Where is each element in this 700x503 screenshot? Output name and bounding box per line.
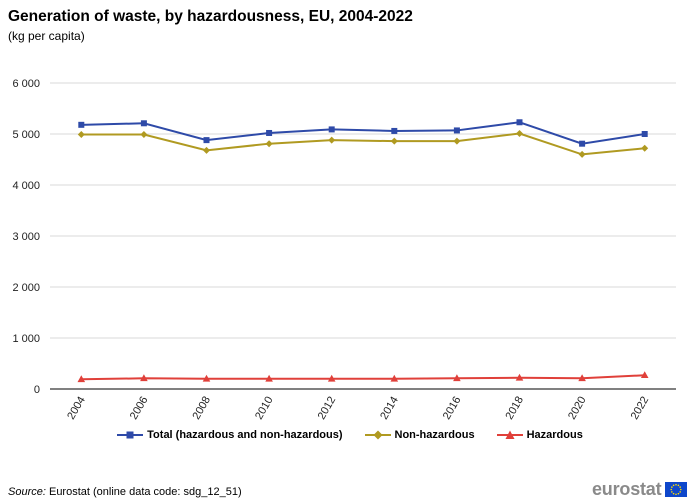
- series-line: [81, 132, 645, 156]
- y-tick-label: 4 000: [12, 180, 40, 192]
- x-tick-label: 2016: [441, 395, 464, 422]
- legend-item-non-hazardous[interactable]: Non-hazardous: [364, 429, 475, 441]
- x-tick-label: 2004: [65, 395, 88, 422]
- x-tick-label: 2012: [316, 395, 339, 422]
- data-point[interactable]: [453, 137, 461, 145]
- eu-star: [673, 484, 675, 487]
- data-point[interactable]: [265, 374, 273, 382]
- data-point[interactable]: [579, 140, 586, 147]
- x-tick-label: 2022: [629, 395, 652, 422]
- x-tick-label: 2006: [128, 395, 151, 422]
- data-point[interactable]: [265, 140, 273, 148]
- legend-label-non-hazardous: Non-hazardous: [394, 429, 475, 441]
- source-text: Eurostat (online data code: sdg_12_51): [45, 486, 242, 498]
- eu-star: [678, 484, 680, 487]
- data-point[interactable]: [140, 374, 148, 382]
- data-point[interactable]: [641, 131, 648, 137]
- line-chart: 0 1 000 2 000 3 000 4 000 5 000 6 000 2004 2006…: [12, 78, 676, 422]
- x-tick-label: 2008: [190, 395, 213, 422]
- data-point[interactable]: [328, 126, 335, 133]
- series-line: [81, 374, 645, 381]
- data-point[interactable]: [78, 121, 85, 128]
- source-label: Source:: [8, 486, 46, 498]
- x-axis: 2004 2006 2008 2010 2012 2014 2016 2018 2020 2022: [65, 395, 651, 422]
- legend-swatch-hazardous: [496, 430, 523, 439]
- y-tick-label: 0: [34, 384, 40, 396]
- eu-star: [679, 491, 682, 493]
- series-hazardous: [77, 371, 649, 383]
- y-axis: 0 1 000 2 000 3 000 4 000 5 000 6 000: [12, 78, 40, 396]
- data-point[interactable]: [515, 373, 524, 381]
- x-tick-label: 2010: [253, 395, 276, 422]
- legend-swatch-non-hazardous: [364, 430, 391, 440]
- logo-text: eurostat: [592, 479, 662, 499]
- data-point[interactable]: [140, 131, 148, 139]
- data-point[interactable]: [266, 129, 273, 136]
- eu-star: [670, 488, 673, 491]
- x-tick-label: 2018: [503, 395, 526, 422]
- y-tick-label: 6 000: [12, 78, 40, 90]
- eu-star: [673, 492, 675, 495]
- eu-star: [675, 493, 678, 496]
- legend-label-total: Total (hazardous and non-hazardous): [147, 429, 343, 441]
- eu-star: [671, 486, 674, 488]
- eu-star: [679, 486, 682, 488]
- data-point[interactable]: [328, 136, 336, 144]
- eu-star: [678, 492, 680, 495]
- eu-star: [671, 491, 674, 493]
- data-point[interactable]: [140, 120, 147, 127]
- eurostat-logo: eurostat: [592, 479, 688, 500]
- data-point[interactable]: [390, 374, 399, 382]
- data-point[interactable]: [202, 374, 211, 382]
- source-note: Source: Eurostat (online data code: sdg_…: [8, 486, 242, 498]
- eu-star: [680, 488, 683, 491]
- eu-star: [675, 483, 678, 486]
- data-point[interactable]: [391, 127, 398, 134]
- y-tick-label: 3 000: [12, 231, 40, 243]
- data-point[interactable]: [640, 371, 649, 379]
- grid: [50, 82, 676, 390]
- series-non-hazardous: [77, 129, 649, 158]
- eu-flag-icon: [665, 482, 688, 497]
- data-point[interactable]: [641, 144, 649, 152]
- series-total: [78, 119, 648, 147]
- series-line: [81, 121, 645, 145]
- data-point[interactable]: [77, 375, 86, 383]
- y-tick-label: 2 000: [12, 282, 40, 294]
- legend-item-total[interactable]: Total (hazardous and non-hazardous): [117, 429, 343, 441]
- data-point[interactable]: [203, 146, 210, 154]
- y-tick-label: 5 000: [12, 129, 40, 141]
- data-point[interactable]: [516, 119, 523, 126]
- legend-label-hazardous: Hazardous: [526, 429, 583, 441]
- eu-stars-icon: [670, 483, 683, 496]
- chart-subtitle: (kg per capita): [8, 29, 85, 43]
- data-point[interactable]: [203, 137, 210, 144]
- legend: Total (hazardous and non-hazardous) Non-…: [0, 429, 700, 441]
- chart-title: Generation of waste, by hazardousness, E…: [8, 8, 413, 25]
- x-tick-label: 2014: [378, 395, 401, 422]
- data-point[interactable]: [453, 127, 460, 134]
- y-tick-label: 1 000: [12, 333, 40, 345]
- data-point[interactable]: [453, 374, 461, 382]
- data-point[interactable]: [77, 131, 85, 139]
- legend-item-hazardous[interactable]: Hazardous: [496, 429, 583, 441]
- data-point[interactable]: [578, 374, 586, 382]
- x-tick-label: 2020: [566, 395, 589, 422]
- data-point[interactable]: [516, 129, 523, 137]
- legend-swatch-total: [117, 431, 144, 439]
- data-point[interactable]: [390, 137, 398, 145]
- data-point[interactable]: [327, 374, 336, 382]
- data-point[interactable]: [578, 150, 586, 158]
- series-group: [77, 119, 649, 383]
